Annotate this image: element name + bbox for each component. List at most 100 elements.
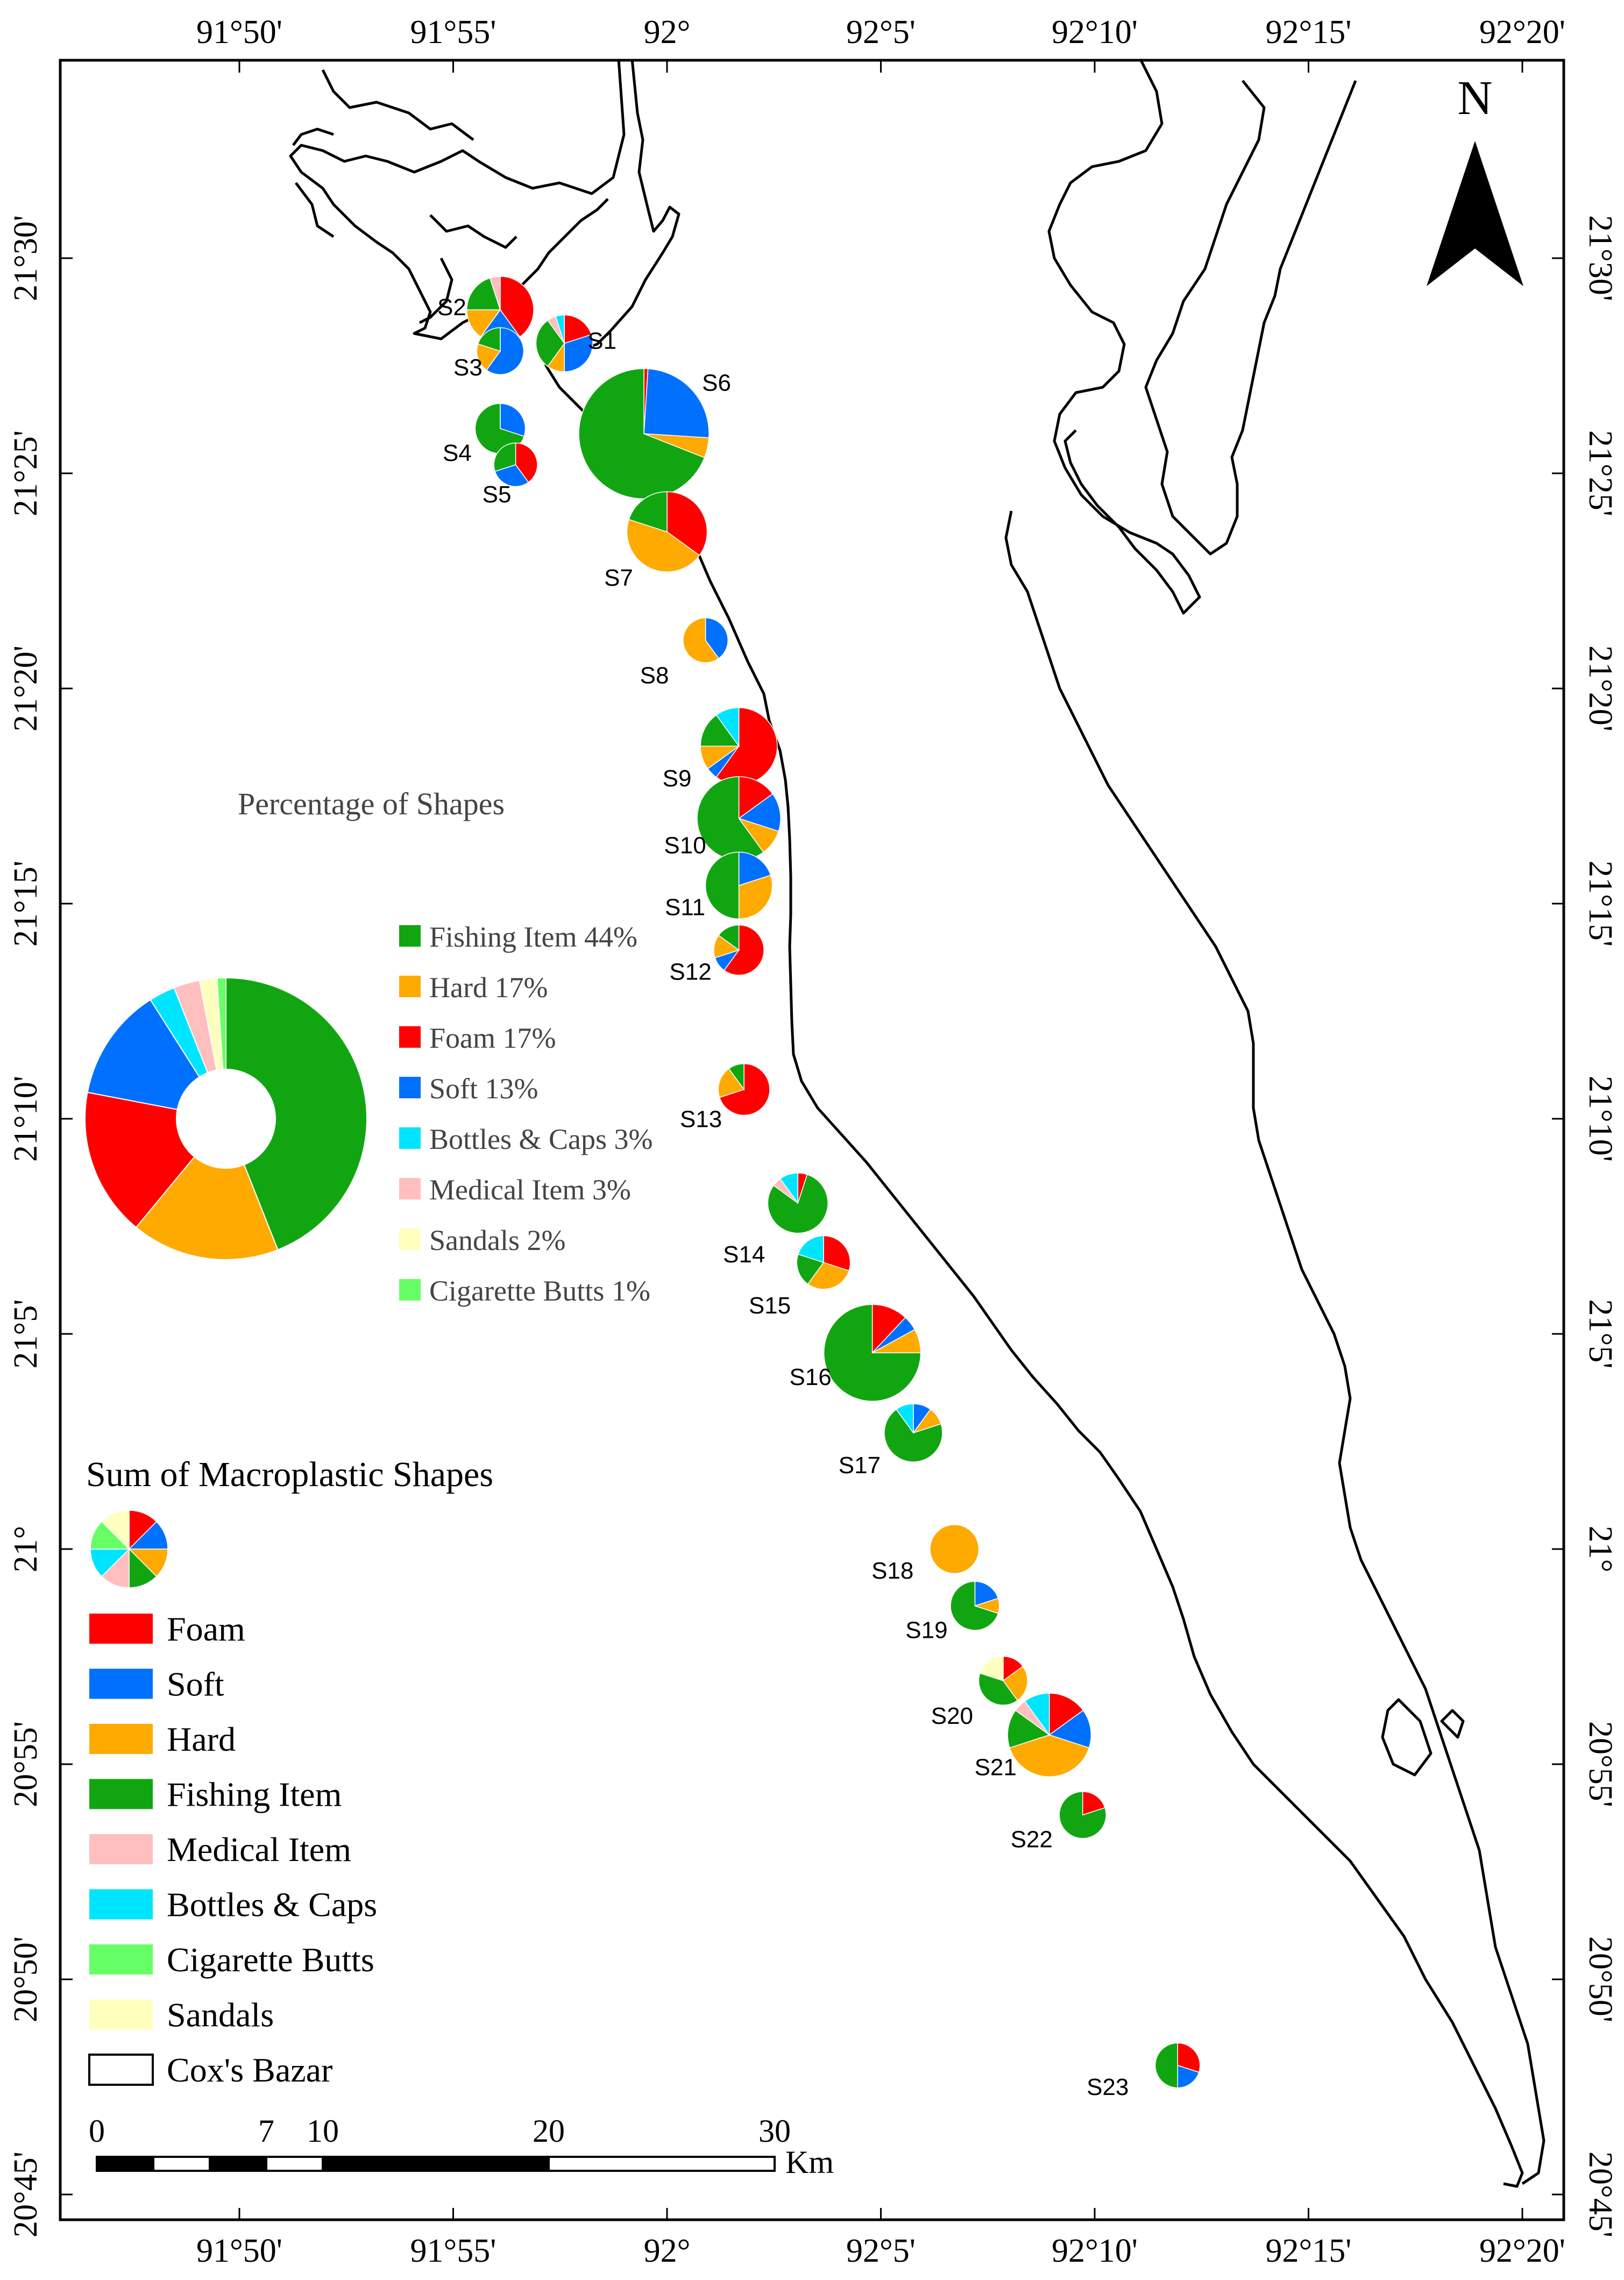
- graticule-ticks: [60, 60, 1564, 2220]
- site-s21-slice-foam: [1048, 1693, 1084, 1736]
- axis-label-right-1: 21°25': [1582, 430, 1619, 516]
- axis-label-left-5: 21°5': [8, 1299, 44, 1369]
- site-label-s1: S1: [587, 328, 616, 354]
- site-pie-s20: [978, 1656, 1028, 1706]
- site-label-s2: S2: [437, 294, 466, 321]
- scale-bar-segment-1: [152, 2156, 211, 2172]
- legend-swatch-soft: [89, 1668, 153, 1699]
- axis-label-left-1: 21°25': [8, 430, 44, 516]
- site-s3-slice-fishing: [477, 327, 501, 352]
- site-label-s4: S4: [443, 440, 472, 466]
- donut-legend-label-hard: Hard 17%: [429, 971, 548, 1004]
- shapes-legend: Sum of Macroplastic Shapes FoamSoftHardF…: [86, 1455, 493, 2089]
- site-s13-slice-hard: [718, 1068, 745, 1098]
- site-pie-s14: [767, 1173, 828, 1234]
- scale-bar-segment-3: [265, 2156, 324, 2172]
- legend-label-foam: Foam: [167, 1610, 245, 1648]
- site-pie-s18: [930, 1524, 980, 1574]
- scale-bar-segment-5: [548, 2156, 776, 2172]
- legend-swatch-hard: [89, 1724, 153, 1754]
- axis-label-bottom-3: 92°5': [846, 2233, 916, 2269]
- axis-labels: 91°50' 91°55' 92° 92°5' 92°10' 92°15' 92°20' 91…: [8, 14, 1619, 2269]
- site-s15-slice-fishing: [796, 1253, 825, 1285]
- site-pie-s15: [796, 1235, 851, 1290]
- legend-label-bottles: Bottles & Caps: [167, 1886, 377, 1924]
- site-s1-slice-bottles: [555, 314, 565, 344]
- site-s6-slice-soft: [643, 368, 710, 438]
- axis-label-left-3: 21°15': [8, 861, 44, 947]
- site-pie-s5: [493, 442, 538, 487]
- percentage-chart-title: Percentage of Shapes: [238, 786, 505, 821]
- site-s23-slice-fishing: [1154, 2042, 1178, 2089]
- axis-label-left-4: 21°10': [8, 1076, 44, 1162]
- axis-label-right-7: 20°55': [1582, 1721, 1619, 1807]
- site-s2-slice-hard: [466, 309, 501, 338]
- donut-legend-swatch-medical: [399, 1178, 421, 1199]
- donut-legend-swatch-cigarette: [399, 1279, 421, 1301]
- donut-legend-swatch-foam: [399, 1026, 421, 1048]
- site-s8-slice-hard: [683, 617, 720, 663]
- site-s10-slice-soft: [737, 793, 781, 832]
- site-label-s9: S9: [663, 765, 692, 792]
- axis-label-right-2: 21°20': [1582, 645, 1619, 731]
- scale-bar-label-2: 10: [307, 2113, 339, 2149]
- scale-bar-label-4: 30: [758, 2113, 791, 2149]
- donut-slice-fishing: [225, 977, 367, 1251]
- donut-legend-swatch-hard: [399, 976, 421, 997]
- site-s3-slice-hard: [476, 343, 501, 371]
- site-s7-slice-hard: [626, 518, 700, 573]
- donut-legend-label-medical: Medical Item 3%: [429, 1174, 631, 1206]
- site-label-s14: S14: [723, 1241, 765, 1268]
- axis-label-right-4: 21°10': [1582, 1076, 1619, 1162]
- site-label-s8: S8: [640, 662, 669, 688]
- north-arrow: N: [1427, 72, 1523, 286]
- axis-label-right-9: 20°45': [1582, 2151, 1619, 2238]
- site-s11-slice-soft: [738, 851, 771, 886]
- site-pies: [466, 276, 1201, 2089]
- scale-bar-label-0: 0: [89, 2113, 105, 2149]
- site-label-s15: S15: [749, 1292, 791, 1319]
- site-label-s5: S5: [483, 481, 512, 508]
- site-s9-slice-fishing: [700, 714, 740, 747]
- donut-legend-label-bottles: Bottles & Caps 3%: [429, 1123, 653, 1155]
- percentage-legend: Fishing Item 44% Hard 17% Foam 17% Soft 13%…: [399, 921, 653, 1307]
- shapes-legend-title: Sum of Macroplastic Shapes: [86, 1455, 493, 1494]
- percentage-donut: [84, 977, 367, 1260]
- site-label-s6: S6: [702, 370, 731, 396]
- site-s5-slice-fishing: [493, 442, 516, 472]
- site-s16-slice-foam: [871, 1304, 906, 1354]
- site-labels: S1 S2 S3 S4 S5 S6 S7 S8 S9 S10 S11 S12 S13 S14 S15 S16 S…: [437, 294, 1129, 2100]
- legend-label-medical: Medical Item: [167, 1830, 351, 1869]
- axis-label-bottom-1: 91°55': [410, 2233, 497, 2269]
- site-pie-s22: [1059, 1791, 1107, 1839]
- site-s21-slice-fishing: [1007, 1709, 1051, 1749]
- legend-swatch-area: [88, 2054, 154, 2086]
- site-s21-slice-soft: [1048, 1709, 1092, 1749]
- site-label-s20: S20: [931, 1703, 973, 1729]
- site-pie-s10: [697, 776, 781, 861]
- site-s12-slice-fishing: [718, 925, 740, 951]
- site-s16-slice-fishing: [823, 1304, 921, 1402]
- site-s14-slice-fishing: [767, 1174, 828, 1234]
- donut-legend-label-sandals: Sandals 2%: [429, 1224, 565, 1256]
- site-pie-s8: [683, 617, 728, 663]
- site-s21-slice-bottles: [1024, 1693, 1050, 1736]
- site-s19-slice-fishing: [950, 1581, 999, 1631]
- donut-legend-swatch-sandals: [399, 1228, 421, 1250]
- site-pie-s12: [713, 925, 764, 976]
- site-s15-slice-bottles: [797, 1235, 824, 1263]
- axis-label-left-0: 21°30': [8, 215, 44, 301]
- scale-bar-segment-4: [322, 2156, 550, 2172]
- axis-label-right-5: 21°5': [1582, 1299, 1619, 1369]
- site-s10-slice-foam: [738, 776, 774, 820]
- site-pie-s11: [705, 851, 773, 920]
- legend-label-area: Cox's Bazar: [167, 2051, 332, 2089]
- axis-label-left-7: 20°55': [8, 1721, 44, 1807]
- legend-label-fishing: Fishing Item: [167, 1775, 342, 1814]
- site-s7-slice-foam: [666, 491, 708, 556]
- scale-bar-label-1: 7: [258, 2113, 274, 2149]
- site-s20-slice-fishing: [978, 1672, 1018, 1706]
- site-label-s19: S19: [905, 1617, 947, 1644]
